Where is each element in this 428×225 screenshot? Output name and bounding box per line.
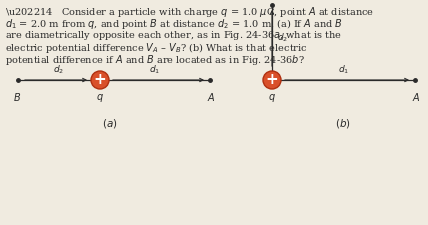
Circle shape	[91, 71, 109, 89]
Circle shape	[263, 71, 281, 89]
Text: $B$: $B$	[268, 0, 276, 2]
Text: $(a)$: $(a)$	[102, 117, 118, 130]
Text: $(b)$: $(b)$	[335, 117, 351, 130]
Text: $B$: $B$	[13, 91, 21, 103]
Text: +: +	[94, 72, 107, 87]
Text: $A$: $A$	[207, 91, 215, 103]
Text: $q$: $q$	[96, 92, 104, 104]
Text: +: +	[266, 72, 278, 87]
Text: \u202214   Consider a particle with charge $q$ = 1.0 $\mu$C, point $A$ at distan: \u202214 Consider a particle with charge…	[5, 5, 374, 19]
Text: $d_1$: $d_1$	[338, 63, 349, 76]
Text: $d_2$: $d_2$	[54, 63, 65, 76]
Text: $d_1$ = 2.0 m from $q$, and point $B$ at distance $d_2$ = 1.0 m. (a) If $A$ and : $d_1$ = 2.0 m from $q$, and point $B$ at…	[5, 17, 343, 31]
Text: $d_2$: $d_2$	[277, 31, 288, 44]
Text: $q$: $q$	[268, 92, 276, 104]
Text: are diametrically opposite each other, as in Fig. 24-36$a$, what is the: are diametrically opposite each other, a…	[5, 29, 342, 42]
Text: potential difference if $A$ and $B$ are located as in Fig. 24-36$b$?: potential difference if $A$ and $B$ are …	[5, 53, 305, 67]
Text: $d_1$: $d_1$	[149, 63, 160, 76]
Text: $A$: $A$	[412, 91, 420, 103]
Text: electric potential difference $V_A$ – $V_B$? (b) What is that electric: electric potential difference $V_A$ – $V…	[5, 41, 308, 55]
